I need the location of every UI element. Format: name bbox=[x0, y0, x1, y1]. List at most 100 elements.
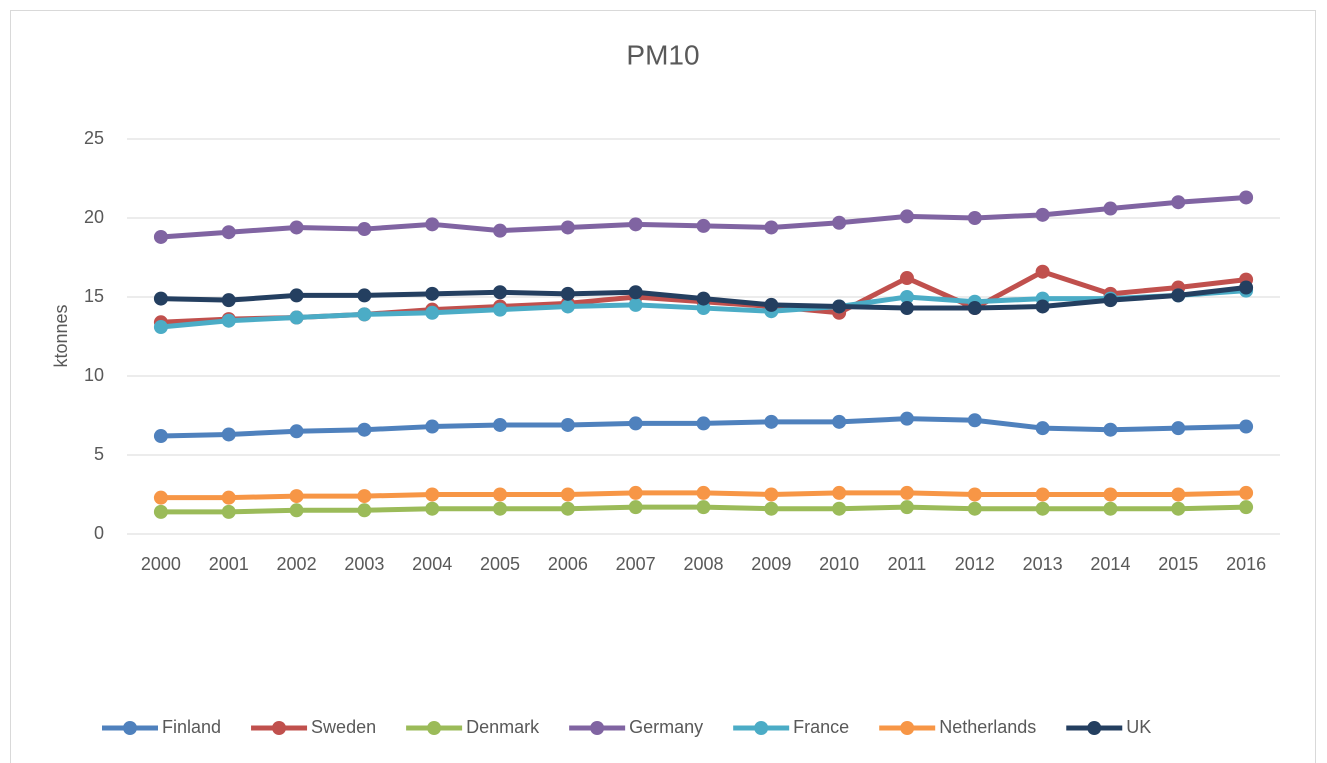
y-tick-label: 20 bbox=[84, 207, 104, 227]
legend-label: Sweden bbox=[311, 717, 376, 737]
data-point bbox=[832, 215, 847, 230]
data-point bbox=[1103, 201, 1118, 216]
data-point bbox=[221, 225, 236, 240]
data-point bbox=[696, 485, 711, 500]
data-point bbox=[153, 320, 168, 335]
data-point bbox=[560, 286, 575, 301]
legend-label: Finland bbox=[162, 717, 221, 737]
data-point bbox=[967, 413, 982, 428]
y-tick-label: 15 bbox=[84, 286, 104, 306]
data-point bbox=[153, 291, 168, 306]
data-point bbox=[764, 414, 779, 429]
data-point bbox=[1103, 422, 1118, 437]
legend-marker bbox=[900, 721, 915, 735]
data-point bbox=[493, 302, 508, 317]
y-tick-label: 10 bbox=[84, 365, 104, 385]
x-tick-label: 2007 bbox=[616, 554, 656, 574]
data-point bbox=[493, 223, 508, 238]
data-point bbox=[832, 414, 847, 429]
data-point bbox=[628, 297, 643, 312]
data-point bbox=[153, 229, 168, 244]
data-point bbox=[425, 305, 440, 320]
data-point bbox=[425, 501, 440, 516]
data-point bbox=[221, 427, 236, 442]
data-point bbox=[967, 487, 982, 502]
legend-marker bbox=[754, 721, 769, 735]
y-tick-label: 5 bbox=[94, 444, 104, 464]
data-point bbox=[628, 285, 643, 300]
data-point bbox=[153, 490, 168, 505]
data-point bbox=[1035, 299, 1050, 314]
data-point bbox=[153, 504, 168, 519]
data-point bbox=[1171, 421, 1186, 436]
data-point bbox=[560, 220, 575, 235]
data-point bbox=[221, 293, 236, 308]
data-point bbox=[357, 307, 372, 322]
data-point bbox=[493, 417, 508, 432]
x-tick-label: 2010 bbox=[819, 554, 859, 574]
data-point bbox=[357, 503, 372, 518]
data-point bbox=[357, 489, 372, 504]
data-point bbox=[560, 487, 575, 502]
data-point bbox=[560, 501, 575, 516]
x-tick-label: 2016 bbox=[1226, 554, 1266, 574]
y-tick-label: 0 bbox=[94, 523, 104, 543]
legend-marker bbox=[427, 721, 442, 735]
legend-marker bbox=[590, 721, 605, 735]
data-point bbox=[289, 489, 304, 504]
data-point bbox=[899, 411, 914, 426]
data-point bbox=[1035, 207, 1050, 222]
data-point bbox=[560, 299, 575, 314]
x-tick-label: 2011 bbox=[888, 554, 927, 574]
data-point bbox=[899, 271, 914, 286]
data-point bbox=[153, 429, 168, 444]
chart-title: PM10 bbox=[626, 39, 699, 70]
data-point bbox=[967, 211, 982, 225]
legend-marker bbox=[272, 721, 287, 735]
data-point bbox=[1103, 501, 1118, 516]
data-point bbox=[696, 416, 711, 431]
x-tick-label: 2003 bbox=[344, 554, 384, 574]
data-point bbox=[696, 218, 711, 233]
data-point bbox=[357, 422, 372, 437]
data-point bbox=[1239, 190, 1254, 205]
data-point bbox=[493, 501, 508, 516]
data-point bbox=[628, 485, 643, 500]
x-tick-label: 2014 bbox=[1090, 554, 1130, 574]
data-point bbox=[493, 487, 508, 502]
data-point bbox=[1171, 501, 1186, 516]
legend-label: Germany bbox=[629, 717, 703, 737]
data-point bbox=[899, 500, 914, 515]
data-point bbox=[221, 504, 236, 519]
data-point bbox=[357, 222, 372, 237]
data-point bbox=[289, 503, 304, 518]
legend-label: France bbox=[793, 717, 849, 737]
legend-label: Netherlands bbox=[939, 717, 1036, 737]
data-point bbox=[628, 217, 643, 232]
data-point bbox=[832, 485, 847, 500]
x-tick-label: 2012 bbox=[955, 554, 995, 574]
data-point bbox=[1035, 487, 1050, 502]
data-point bbox=[1239, 280, 1254, 295]
data-point bbox=[221, 313, 236, 328]
data-point bbox=[1035, 501, 1050, 516]
data-point bbox=[425, 217, 440, 232]
data-point bbox=[764, 297, 779, 312]
data-point bbox=[832, 299, 847, 314]
x-tick-label: 2015 bbox=[1158, 554, 1198, 574]
data-point bbox=[1171, 288, 1186, 303]
data-point bbox=[1103, 487, 1118, 502]
data-point bbox=[967, 501, 982, 516]
data-point bbox=[764, 220, 779, 235]
data-point bbox=[899, 301, 914, 316]
x-tick-label: 2009 bbox=[751, 554, 791, 574]
data-point bbox=[1239, 500, 1254, 515]
data-point bbox=[1239, 419, 1254, 434]
data-point bbox=[899, 209, 914, 224]
data-point bbox=[560, 417, 575, 432]
legend-label: Denmark bbox=[466, 717, 540, 737]
data-point bbox=[1171, 487, 1186, 502]
data-point bbox=[967, 301, 982, 316]
data-point bbox=[289, 310, 304, 325]
